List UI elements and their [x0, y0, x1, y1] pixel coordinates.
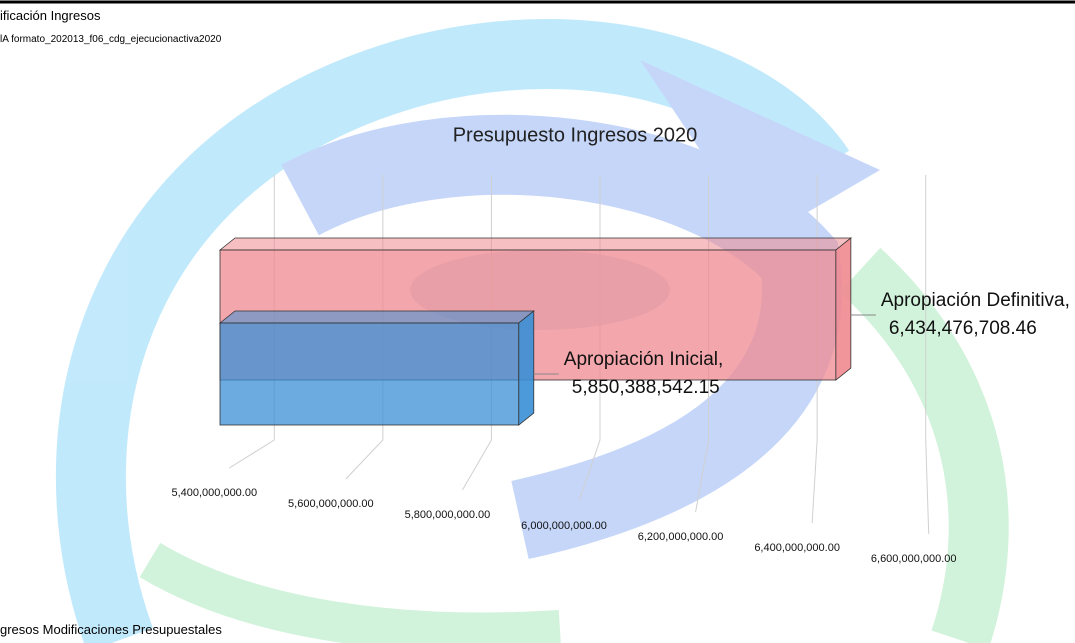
data-label-value: 5,850,388,542.15	[572, 377, 720, 398]
grid-line	[925, 175, 930, 535]
page-subtitle: lA formato_202013_f06_cdg_ejecucionactiv…	[0, 34, 222, 45]
x-tick-label: 5,800,000,000.00	[405, 509, 491, 521]
bar-side	[835, 237, 852, 381]
x-tick-label: 6,600,000,000.00	[871, 553, 957, 565]
bar	[218, 310, 535, 426]
data-label-value: 6,434,476,708.46	[889, 318, 1037, 339]
x-tick-label: 5,400,000,000.00	[171, 487, 257, 499]
bar-side	[518, 310, 535, 426]
x-tick-label: 6,000,000,000.00	[521, 520, 607, 532]
x-tick-label: 6,400,000,000.00	[754, 542, 840, 554]
data-label-category: Apropiación Definitiva,	[881, 290, 1070, 311]
x-tick-label: 5,600,000,000.00	[288, 498, 374, 510]
bar-top	[218, 237, 852, 251]
chart-title: Presupuesto Ingresos 2020	[453, 124, 698, 146]
page-title: ificación Ingresos	[0, 8, 101, 23]
x-tick-label: 6,200,000,000.00	[638, 531, 724, 543]
bar-front	[219, 322, 520, 426]
bar-top	[218, 310, 535, 324]
footer-title: gresos Modificaciones Presupuestales	[0, 622, 222, 637]
data-label-category: Apropiación Inicial,	[564, 349, 723, 370]
